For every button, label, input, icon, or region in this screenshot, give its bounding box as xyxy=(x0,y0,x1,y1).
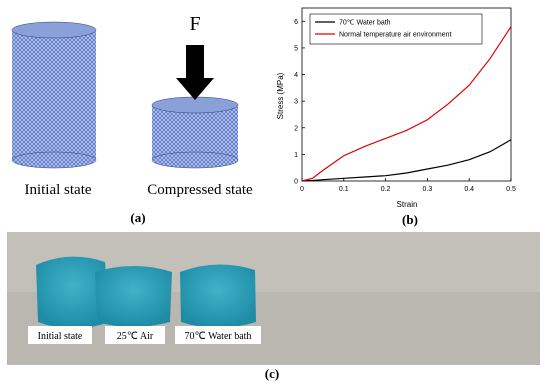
force-label: F xyxy=(189,13,200,35)
cylinder-short xyxy=(151,96,239,169)
x-tick-label: 0.1 xyxy=(339,186,349,193)
photo xyxy=(7,232,540,365)
plot-frame xyxy=(301,7,512,182)
x-tick-label: 0.3 xyxy=(423,186,433,193)
force-arrow xyxy=(176,45,214,100)
y-tick-label: 5 xyxy=(294,45,298,52)
sample-label: 25℃ Air xyxy=(117,331,154,342)
caption: (a) xyxy=(130,210,145,225)
sample-label: 70℃ Water bath xyxy=(185,331,252,342)
y-tick-label: 6 xyxy=(294,19,298,26)
x-tick-label: 0.2 xyxy=(381,186,391,193)
x-tick-label: 0.4 xyxy=(464,186,474,193)
y-tick-label: 0 xyxy=(294,179,298,186)
y-axis-label: Stress (MPa) xyxy=(276,72,285,119)
sample-label: Initial state xyxy=(38,331,83,342)
y-tick-label: 4 xyxy=(294,72,298,79)
y-tick-label: 3 xyxy=(294,99,298,106)
x-axis-label: Strain xyxy=(397,200,418,209)
caption: (c) xyxy=(265,366,279,381)
caption: (b) xyxy=(402,212,418,227)
legend-box xyxy=(309,13,483,45)
state-label: Initial state xyxy=(24,182,91,198)
series-line xyxy=(301,139,512,182)
y-tick-label: 1 xyxy=(294,152,298,159)
legend-label: 70℃ Water bath xyxy=(339,20,391,27)
cylinder-tall xyxy=(11,21,97,169)
x-tick-label: 0.5 xyxy=(506,186,516,193)
x-tick-label: 0 xyxy=(300,186,304,193)
series-line xyxy=(301,26,512,182)
state-label: Compressed state xyxy=(147,182,253,198)
y-tick-label: 2 xyxy=(294,125,298,132)
legend-label: Normal temperature air environment xyxy=(339,32,451,39)
